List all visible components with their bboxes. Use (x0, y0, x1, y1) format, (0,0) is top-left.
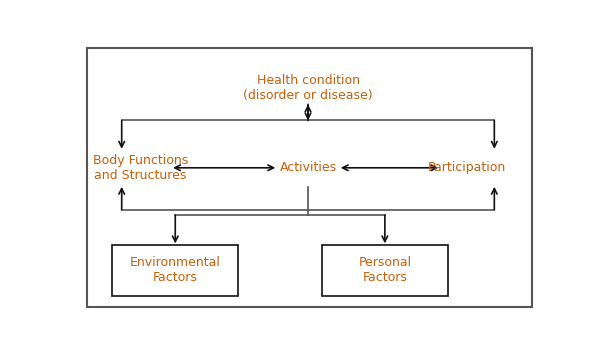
Text: Activities: Activities (279, 161, 337, 174)
Text: Personal
Factors: Personal Factors (358, 257, 412, 285)
Text: Environmental
Factors: Environmental Factors (130, 257, 221, 285)
Text: Body Functions
and Structures: Body Functions and Structures (93, 154, 188, 182)
Text: Health condition
(disorder or disease): Health condition (disorder or disease) (243, 74, 373, 102)
Text: Participation: Participation (427, 161, 505, 174)
